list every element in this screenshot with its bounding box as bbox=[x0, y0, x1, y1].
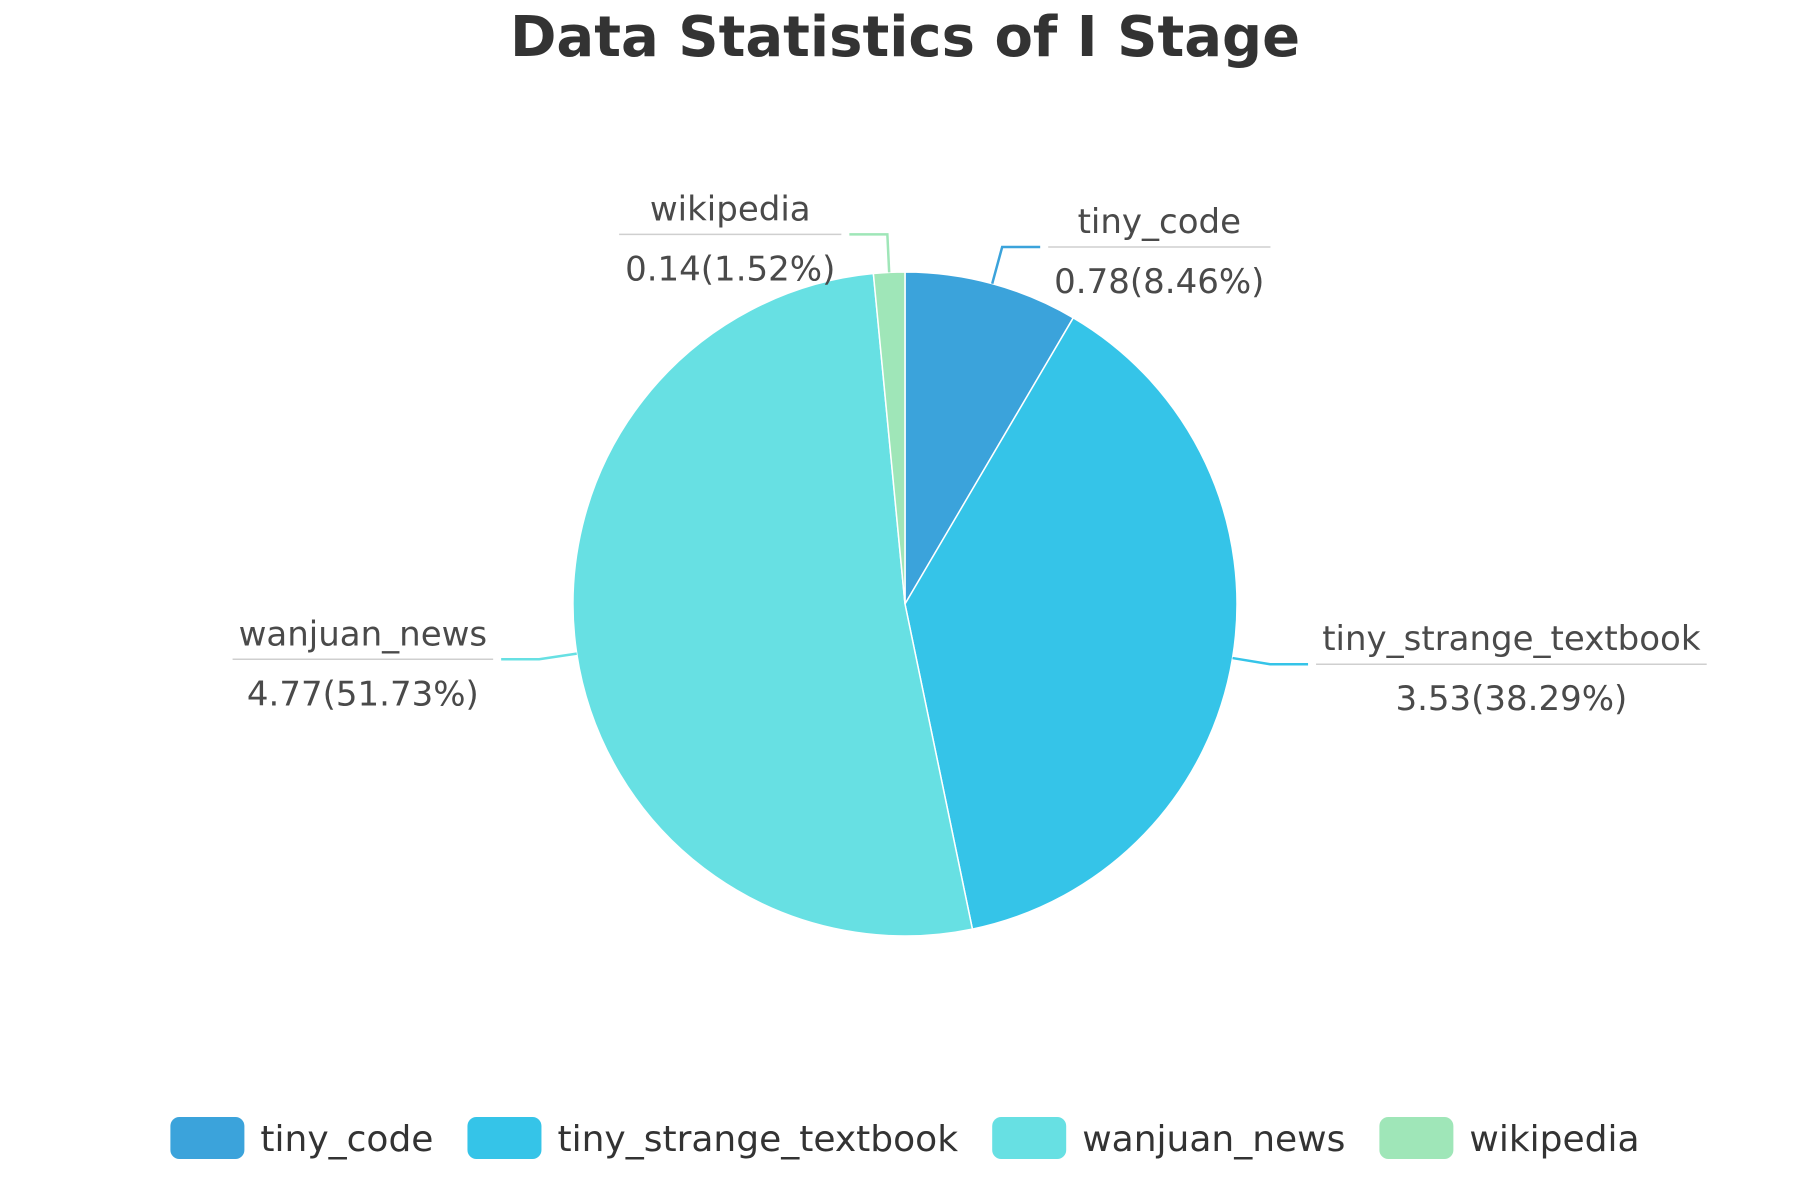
slice-label-wanjuan-news: wanjuan_news 4.77(51.73%) bbox=[232, 614, 577, 714]
label-value-wanjuan-news: 4.77(51.73%) bbox=[247, 674, 479, 714]
label-value-tiny-code: 0.78(8.46%) bbox=[1054, 262, 1264, 302]
legend-item-tiny-strange-textbook[interactable]: tiny_strange_textbook bbox=[467, 1117, 958, 1160]
legend: tiny_code tiny_strange_textbook wanjuan_ne… bbox=[170, 1117, 1640, 1160]
label-value-wikipedia: 0.14(1.52%) bbox=[625, 249, 835, 289]
slice-label-tiny-code: tiny_code 0.78(8.46%) bbox=[990, 202, 1271, 302]
label-value-tiny-strange-textbook: 3.53(38.29%) bbox=[1395, 679, 1627, 719]
legend-item-wanjuan-news[interactable]: wanjuan_news bbox=[992, 1117, 1345, 1160]
pie-slice-wikipedia[interactable] bbox=[872, 271, 906, 605]
legend-swatch-tiny-strange-textbook bbox=[467, 1117, 542, 1159]
legend-swatch-wanjuan-news bbox=[992, 1117, 1067, 1159]
slice-labels: tiny_code 0.78(8.46%) tiny_strange_textboo… bbox=[232, 189, 1707, 719]
legend-item-wikipedia[interactable]: wikipedia bbox=[1379, 1117, 1640, 1160]
pie-slices bbox=[572, 271, 1238, 937]
pie-slice-tiny-strange-textbook[interactable] bbox=[904, 316, 1238, 930]
legend-label-wanjuan-news: wanjuan_news bbox=[1082, 1119, 1345, 1160]
leader-line-wanjuan-news bbox=[501, 652, 577, 661]
legend-label-tiny-strange-textbook: tiny_strange_textbook bbox=[557, 1119, 958, 1160]
leader-line-wikipedia bbox=[849, 233, 891, 273]
legend-label-wikipedia: wikipedia bbox=[1469, 1119, 1639, 1160]
leader-line-tiny-code bbox=[990, 245, 1041, 284]
label-name-wikipedia: wikipedia bbox=[650, 189, 811, 229]
slice-label-wikipedia: wikipedia 0.14(1.52%) bbox=[619, 189, 891, 289]
label-name-tiny-code: tiny_code bbox=[1078, 202, 1241, 242]
chart-title: Data Statistics of I Stage bbox=[510, 5, 1300, 70]
legend-label-tiny-code: tiny_code bbox=[260, 1119, 433, 1160]
legend-swatch-tiny-code bbox=[170, 1117, 245, 1159]
label-name-wanjuan-news: wanjuan_news bbox=[239, 614, 488, 654]
slice-label-tiny-strange-textbook: tiny_strange_textbook 3.53(38.29%) bbox=[1232, 619, 1707, 719]
label-name-tiny-strange-textbook: tiny_strange_textbook bbox=[1322, 619, 1701, 659]
legend-swatch-wikipedia bbox=[1379, 1117, 1454, 1159]
leader-line-tiny-strange-textbook bbox=[1232, 656, 1309, 666]
legend-item-tiny-code[interactable]: tiny_code bbox=[170, 1117, 433, 1160]
